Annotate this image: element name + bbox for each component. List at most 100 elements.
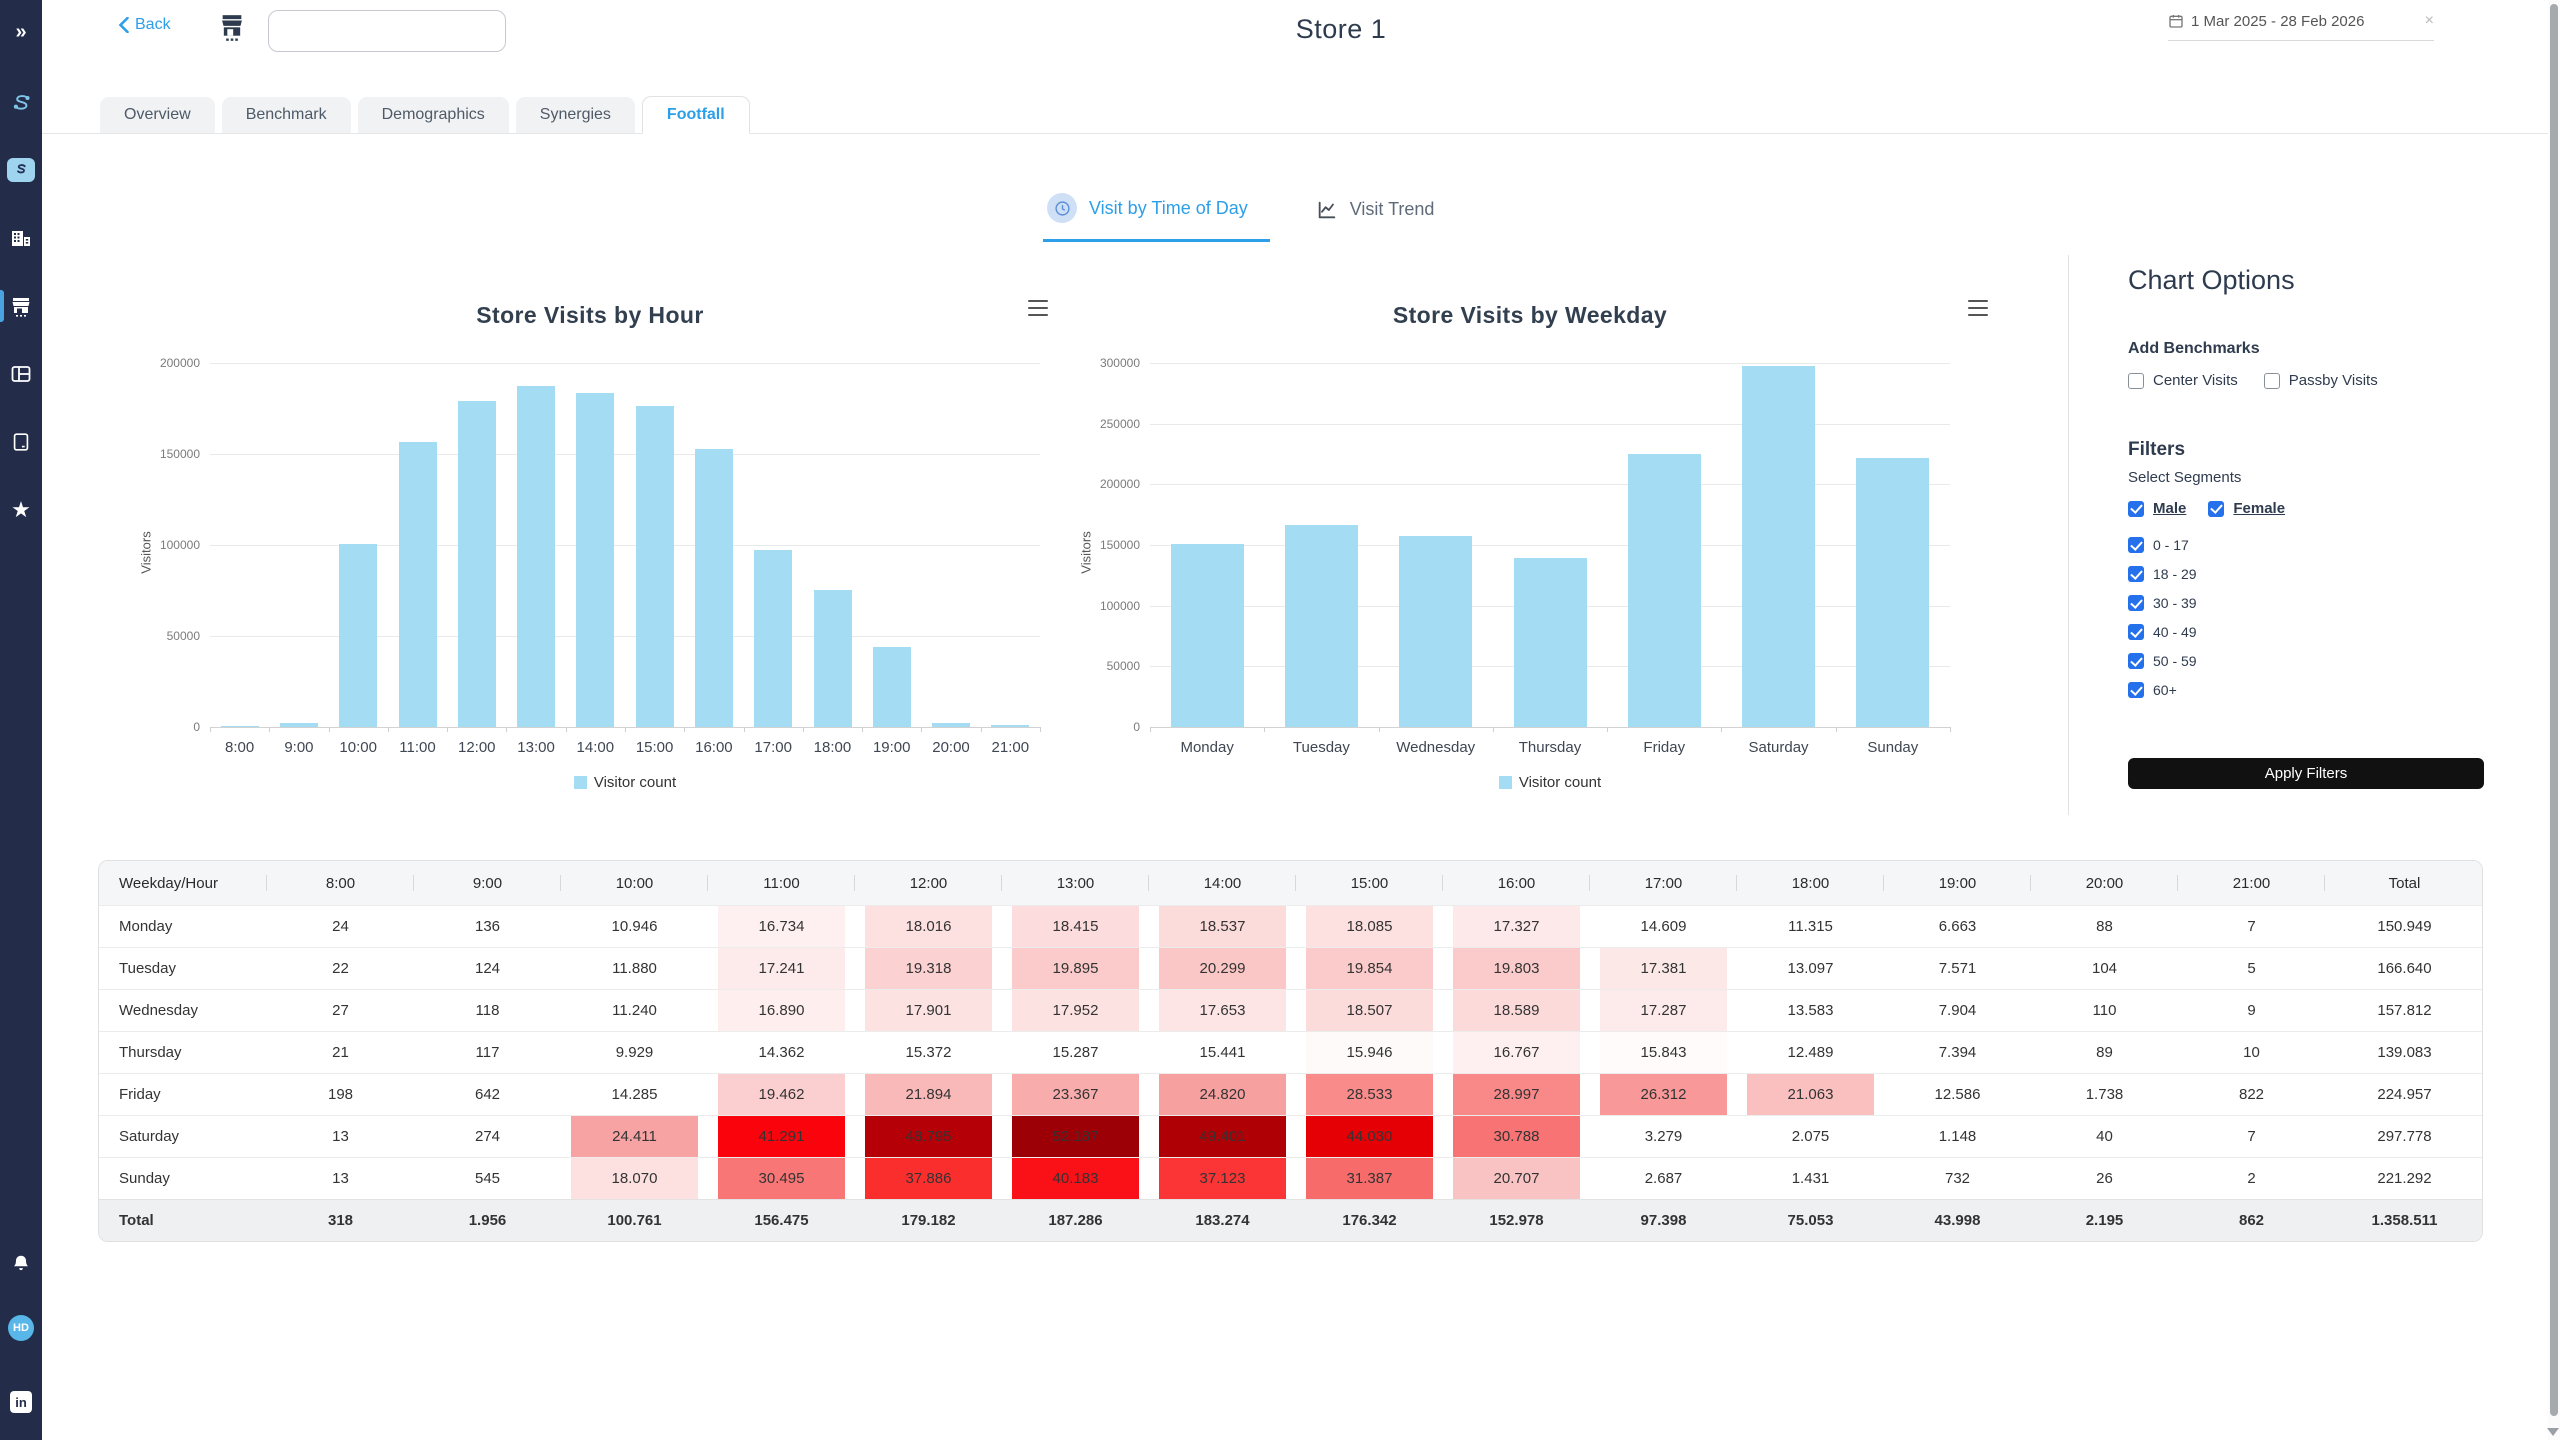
bar-15:00	[636, 406, 674, 727]
checkbox-label: 18 - 29	[2153, 566, 2197, 582]
bell-icon[interactable]	[0, 1244, 42, 1284]
segment-checkbox-centervisits[interactable]: Center Visits	[2128, 372, 2238, 389]
tab-benchmark[interactable]: Benchmark	[221, 97, 351, 133]
table-cell: 117	[414, 1031, 561, 1073]
mobile-icon[interactable]	[0, 422, 42, 462]
checkbox-checked-icon[interactable]	[2128, 682, 2144, 698]
chart-store-visits-by-hour: Store Visits by Hour Visitors 0 50000 1000…	[130, 292, 1050, 822]
tab-synergies[interactable]: Synergies	[515, 97, 635, 133]
plot-area: 0 50000 100000 150000 200000 250000 300000	[1100, 356, 1951, 734]
legend-swatch	[1498, 776, 1512, 789]
bar-Saturday	[1742, 366, 1815, 727]
checkbox-checked-icon[interactable]	[2128, 624, 2144, 640]
table-cell: 15.843	[1590, 1031, 1737, 1073]
x-axis-labels: Monday Tuesday Wednesday Thursday Friday Satu…	[1150, 739, 1950, 756]
table-cell: 37.886	[855, 1157, 1002, 1199]
table-cell: 15.287	[1002, 1031, 1149, 1073]
row-label: Sunday	[99, 1157, 267, 1199]
date-range-picker[interactable]: 1 Mar 2025 - 28 Feb 2026 ×	[2168, 12, 2434, 41]
gender-segment-checkboxes: Male Female	[2128, 500, 2484, 517]
app-icon[interactable]	[0, 150, 42, 190]
logo-icon	[0, 84, 42, 124]
table-cell: 124	[414, 947, 561, 989]
table-cell: 2.075	[1737, 1115, 1884, 1157]
segment-checkbox-0-17[interactable]: 0 - 17	[2128, 537, 2484, 553]
checkbox-unchecked-icon[interactable]	[2128, 372, 2144, 389]
table-cell: 100.761	[561, 1199, 708, 1241]
buildings-icon[interactable]	[0, 218, 42, 258]
x-tick-label: 14:00	[576, 739, 615, 756]
star-icon[interactable]: ★	[11, 497, 31, 522]
page-scrollbar[interactable]	[2547, 0, 2560, 1440]
checkbox-checked-icon[interactable]	[2128, 500, 2144, 517]
segment-checkbox-30-39[interactable]: 30 - 39	[2128, 595, 2484, 611]
table-cell: 19.854	[1296, 947, 1443, 989]
scrollbar-thumb[interactable]	[2550, 4, 2558, 1416]
bar-18:00	[814, 590, 852, 727]
active-nav-indicator	[0, 290, 4, 322]
chart-menu-icon[interactable]	[1968, 300, 1988, 316]
expand-sidebar-icon[interactable]: »	[15, 20, 27, 43]
back-button[interactable]: Back	[118, 16, 171, 34]
checkbox-checked-icon[interactable]	[2128, 595, 2144, 611]
table-cell: 75.053	[1737, 1199, 1884, 1241]
chart-menu-icon[interactable]	[1028, 300, 1048, 316]
table-cell: 12.489	[1737, 1031, 1884, 1073]
table-cell: 5	[2178, 947, 2325, 989]
table-cell: 9	[2178, 989, 2325, 1031]
store-icon[interactable]	[0, 286, 42, 326]
checkbox-unchecked-icon[interactable]	[2263, 372, 2280, 389]
x-tick	[210, 727, 211, 732]
segment-checkbox-60+[interactable]: 60+	[2128, 682, 2484, 698]
layout-icon[interactable]	[0, 354, 42, 394]
y-tick-label: 250000	[1099, 416, 1140, 431]
gridline	[1150, 727, 1950, 728]
segment-checkbox-50-59[interactable]: 50 - 59	[2128, 653, 2484, 669]
table-cell: 19.895	[1002, 947, 1149, 989]
bar-20:00	[932, 723, 970, 727]
apply-filters-button[interactable]: Apply Filters	[2128, 758, 2484, 789]
x-tick	[862, 727, 863, 732]
y-tick-label: 0	[193, 720, 200, 734]
tab-overview[interactable]: Overview	[100, 97, 215, 133]
gridline	[1150, 363, 1950, 364]
tab-demographics[interactable]: Demographics	[357, 97, 509, 133]
store-icon	[218, 12, 246, 49]
clear-date-icon[interactable]: ×	[2424, 12, 2434, 29]
tab-footfall[interactable]: Footfall	[641, 96, 750, 134]
bar-16:00	[695, 449, 733, 727]
scrollbar-down-arrow[interactable]	[2547, 1428, 2559, 1436]
x-tick	[1379, 727, 1380, 732]
table-cell: 1.148	[1884, 1115, 2031, 1157]
checkbox-checked-icon[interactable]	[2128, 566, 2144, 582]
segment-checkbox-passbyvisits[interactable]: Passby Visits	[2263, 372, 2378, 389]
x-tick	[1264, 727, 1265, 732]
bar-Monday	[1171, 544, 1244, 727]
segment-checkbox-18-29[interactable]: 18 - 29	[2128, 566, 2484, 582]
x-tick	[625, 727, 626, 732]
store-search-input[interactable]	[268, 10, 506, 52]
segment-checkbox-male[interactable]: Male	[2128, 500, 2186, 517]
segment-checkbox-female[interactable]: Female	[2208, 500, 2285, 517]
table-cell: 11.880	[561, 947, 708, 989]
linkedin-icon[interactable]: in	[0, 1382, 42, 1422]
subtab-label: Visit by Time of Day	[1089, 197, 1248, 218]
checkbox-checked-icon[interactable]	[2128, 653, 2144, 669]
subtab-visit-trend[interactable]: Visit Trend	[1312, 185, 1439, 242]
checkbox-checked-icon[interactable]	[2208, 500, 2225, 517]
table-cell: 26	[2031, 1157, 2178, 1199]
table-cell: 13	[267, 1115, 414, 1157]
benchmarks-label: Add Benchmarks	[2128, 340, 2260, 357]
bar-21:00	[991, 725, 1029, 727]
subtab-visit-by-time-of-day[interactable]: Visit by Time of Day	[1043, 185, 1270, 242]
checkbox-label: 0 - 17	[2153, 537, 2189, 553]
segment-checkbox-40-49[interactable]: 40 - 49	[2128, 624, 2484, 640]
table-cell: 732	[1884, 1157, 2031, 1199]
table-cell: 89	[2031, 1031, 2178, 1073]
y-tick-label: 200000	[1099, 477, 1140, 492]
avatar[interactable]: HD	[0, 1308, 42, 1348]
checkbox-checked-icon[interactable]	[2128, 537, 2144, 553]
table-cell: 1.358.511	[2325, 1199, 2482, 1241]
table-cell: 9.929	[561, 1031, 708, 1073]
table-cell: 156.475	[708, 1199, 855, 1241]
